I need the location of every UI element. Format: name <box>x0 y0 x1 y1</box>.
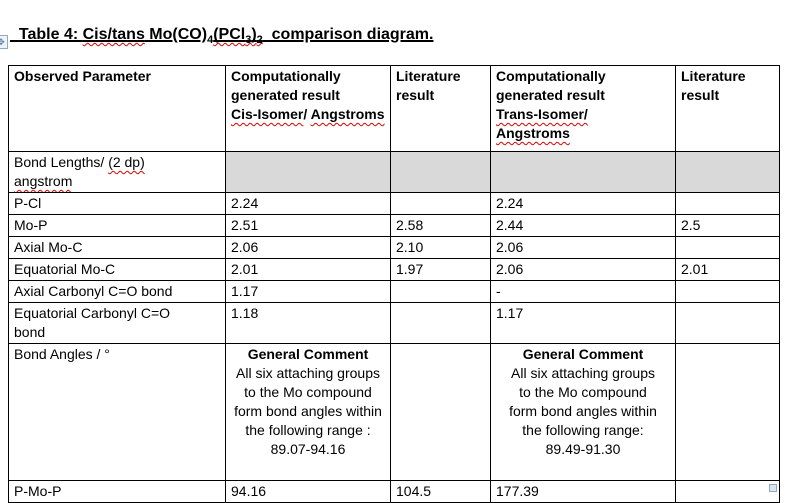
lit-trans-value-cell <box>675 302 780 345</box>
row-label: Mo-P <box>8 214 226 238</box>
trans-general-comment-cell: General Comment All six attaching groups… <box>490 343 676 482</box>
shaded-cell <box>390 151 491 194</box>
lit-cis-value-cell: 2.10 <box>390 236 491 260</box>
cis-value-cell: 94.16 <box>225 480 391 503</box>
header-line: Angstroms <box>496 124 670 143</box>
bond-angles-section-row: Bond Angles / ° General Comment All six … <box>8 343 780 482</box>
section-label-fragment: Bond Lengths/ <box>14 154 109 171</box>
cis-result-header: Computationally generated result Cis-Iso… <box>225 65 391 153</box>
trans-result-header: Computationally generated result Trans-I… <box>490 65 676 153</box>
table-row: Axial Mo-C 2.06 2.10 2.06 <box>8 236 780 260</box>
lit-cis-value-cell <box>390 192 491 216</box>
lit-trans-value-cell <box>675 480 780 503</box>
header-misspelled-angstroms: Angstroms <box>310 106 385 123</box>
header-line: Trans-Isomer/ <box>496 105 670 124</box>
shaded-cell <box>675 151 780 194</box>
bond-lengths-section-row: Bond Lengths/ (2 dp) angstrom <box>8 151 780 194</box>
caption-misspelled-pcl3: (PCl3)2 <box>213 26 263 47</box>
table-row: Equatorial Mo-C 2.01 1.97 2.06 2.01 <box>8 258 780 282</box>
row-label: Equatorial Carbonyl C=O bond <box>8 302 226 345</box>
header-misspelled-trans-isomer: Trans-Isomer/ <box>496 106 588 123</box>
row-label: Axial Carbonyl C=O bond <box>8 280 226 304</box>
header-line: Computationally <box>496 68 606 85</box>
table-row: Equatorial Carbonyl C=O bond 1.18 1.17 <box>8 302 780 345</box>
cis-value-cell: 1.17 <box>225 280 391 304</box>
shaded-cell <box>490 151 676 194</box>
caption-subscript: 4 <box>207 34 214 47</box>
section-misspelled-2dp: (2 dp) <box>108 154 145 171</box>
section-misspelled-angstrom: angstrom <box>14 173 73 190</box>
bond-angles-section-label: Bond Angles / ° <box>8 343 226 482</box>
observed-parameter-header: Observed Parameter <box>8 65 226 153</box>
comparison-table: Observed Parameter Computationally gener… <box>8 65 780 503</box>
lit-cis-value-cell: 2.58 <box>390 214 491 238</box>
caption-subscript: 2 <box>256 34 263 47</box>
general-comment-heading: General Comment <box>247 346 369 363</box>
row-label: Equatorial Mo-C <box>8 258 226 282</box>
cis-value-cell: 2.51 <box>225 214 391 238</box>
caption-fragment: Table 4: <box>18 26 83 43</box>
table-move-handle-icon[interactable]: ✥ <box>0 35 8 49</box>
bond-lengths-section-label: Bond Lengths/ (2 dp) angstrom <box>8 151 226 194</box>
lit-cis-value-cell <box>390 302 491 345</box>
literature-result-cis-header: Literature result <box>390 65 491 153</box>
trans-value-cell: 1.17 <box>490 302 676 345</box>
general-comment-body: All six attaching groups to the Mo compo… <box>509 365 657 458</box>
literature-result-trans-header: Literature result <box>675 65 780 153</box>
shaded-cell <box>225 151 391 194</box>
table-caption: Table 4: Cis/tans Mo(CO)4(PCl3)2 compari… <box>10 8 786 46</box>
row-label: P-Cl <box>8 192 226 216</box>
table-row: P-Cl 2.24 2.24 <box>8 192 780 216</box>
cis-value-cell: 2.06 <box>225 236 391 260</box>
lit-cis-value-cell <box>390 343 491 482</box>
header-misspelled-angstroms: Angstroms <box>496 125 570 142</box>
general-comment-heading: General Comment <box>522 346 644 363</box>
lit-cis-value-cell: 104.5 <box>390 480 491 503</box>
table-row: Axial Carbonyl C=O bond 1.17 - <box>8 280 780 304</box>
lit-trans-value-cell <box>675 343 780 482</box>
header-fragment: / <box>303 106 311 123</box>
header-line: Cis-Isomer/ Angstroms <box>231 105 385 124</box>
header-line: generated result <box>231 87 340 104</box>
caption-fragment: Mo(CO) <box>144 26 208 43</box>
lit-trans-value-cell <box>675 236 780 260</box>
lit-trans-value-cell <box>675 280 780 304</box>
caption-misspelled-cis-tans: Cis/tans <box>82 26 145 43</box>
header-line: generated result <box>496 87 605 104</box>
table-resize-handle-icon[interactable] <box>769 484 777 492</box>
lit-cis-value-cell <box>390 280 491 304</box>
trans-value-cell: 177.39 <box>490 480 676 503</box>
header-row: Observed Parameter Computationally gener… <box>8 65 780 153</box>
table-row: Mo-P 2.51 2.58 2.44 2.5 <box>8 214 780 238</box>
row-label: Axial Mo-C <box>8 236 226 260</box>
trans-value-cell: - <box>490 280 676 304</box>
cis-general-comment-cell: General Comment All six attaching groups… <box>225 343 391 482</box>
caption-subscript: 3 <box>245 34 252 47</box>
general-comment-body: All six attaching groups to the Mo compo… <box>234 365 382 458</box>
cis-value-cell: 1.18 <box>225 302 391 345</box>
header-misspelled-cis-isomer: Cis-Isomer <box>231 106 304 123</box>
header-line: Computationally <box>231 68 341 85</box>
caption-fragment: ) <box>251 26 257 43</box>
lit-trans-value-cell: 2.01 <box>675 258 780 282</box>
trans-value-cell: 2.06 <box>490 258 676 282</box>
trans-value-cell: 2.24 <box>490 192 676 216</box>
caption-fragment: comparison diagram. <box>262 26 434 43</box>
lit-cis-value-cell: 1.97 <box>390 258 491 282</box>
trans-value-cell: 2.44 <box>490 214 676 238</box>
caption-fragment: (PCl <box>213 26 246 43</box>
cis-value-cell: 2.24 <box>225 192 391 216</box>
table-row: P-Mo-P 94.16 104.5 177.39 <box>8 480 780 503</box>
lit-trans-value-cell: 2.5 <box>675 214 780 238</box>
row-label: P-Mo-P <box>8 480 226 503</box>
trans-value-cell: 2.06 <box>490 236 676 260</box>
cis-value-cell: 2.01 <box>225 258 391 282</box>
lit-trans-value-cell <box>675 192 780 216</box>
